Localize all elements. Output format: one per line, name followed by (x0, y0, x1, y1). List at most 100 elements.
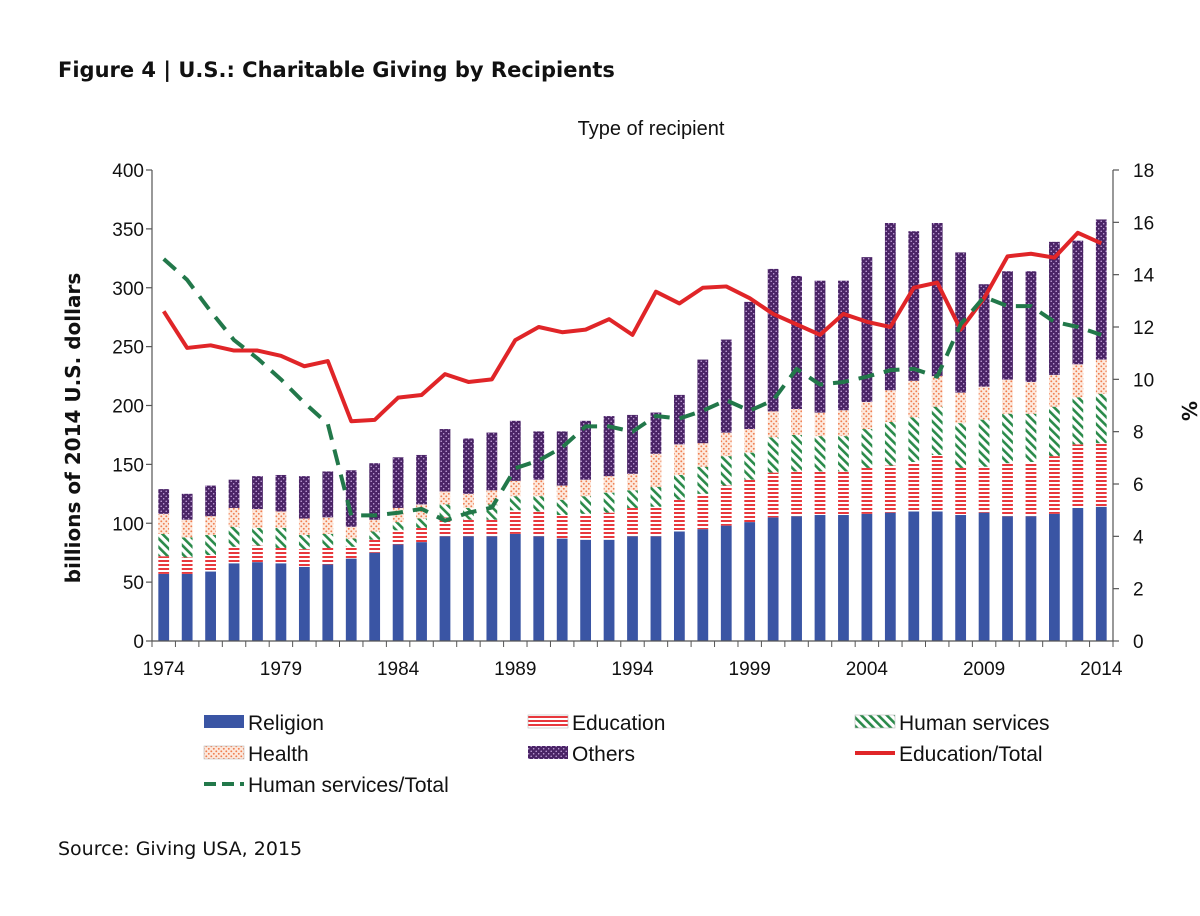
bar-religion-1995 (650, 536, 662, 641)
bar-health-1998 (720, 432, 732, 457)
x-tick-label: 2004 (846, 659, 889, 680)
bar-others-1993 (603, 416, 615, 477)
bar-human-services-1974 (158, 533, 170, 557)
bar-others-1978 (252, 476, 263, 510)
bar-education-2012 (1049, 456, 1060, 514)
bar-religion-2000 (767, 517, 779, 641)
y2-tick-label: 12 (1133, 318, 1154, 339)
bar-religion-1981 (322, 564, 334, 641)
bar-health-1999 (744, 429, 756, 453)
bar-religion-2007 (931, 511, 943, 641)
bar-education-1998 (720, 485, 732, 526)
bar-education-1990 (533, 511, 545, 537)
bar-human-services-1977 (228, 526, 240, 547)
figure-title: Figure 4 | U.S.: Charitable Giving by Re… (58, 58, 615, 82)
legend-swatch (203, 745, 245, 760)
bar-human-services-1983 (369, 531, 381, 540)
bar-others-1982 (345, 470, 357, 527)
x-tick-label: 1994 (611, 659, 654, 680)
bar-others-1988 (486, 432, 498, 491)
bar-religion-1996 (673, 531, 685, 641)
y-tick-label: 200 (112, 397, 144, 418)
bar-human-services-2008 (955, 423, 967, 468)
bar-health-1992 (580, 479, 592, 497)
bar-education-2000 (767, 472, 779, 518)
bar-human-services-2012 (1049, 406, 1060, 457)
bar-others-1977 (228, 479, 240, 508)
bar-human-services-1986 (439, 504, 451, 518)
source-note: Source: Giving USA, 2015 (58, 838, 303, 860)
legend-label: Education/Total (899, 743, 1043, 766)
y2-tick-label: 0 (1133, 632, 1144, 653)
bar-education-2006 (908, 462, 920, 512)
y-axis-label: billions of 2014 U.S. dollars (61, 273, 85, 583)
bar-education-1985 (416, 527, 427, 543)
bar-health-2007 (931, 376, 943, 407)
y2-tick-label: 6 (1133, 475, 1144, 496)
y2-tick-label: 18 (1133, 161, 1154, 182)
bar-religion-1977 (228, 563, 240, 641)
bar-education-1976 (205, 555, 216, 572)
bar-others-2011 (1025, 271, 1037, 382)
bar-education-2007 (931, 454, 943, 512)
bar-education-1982 (345, 546, 357, 559)
legend-label: Health (248, 743, 309, 766)
bar-education-1988 (486, 519, 498, 537)
bar-education-2005 (884, 465, 896, 513)
bar-education-1996 (673, 499, 685, 532)
bar-health-1977 (228, 507, 240, 527)
y-tick-label: 100 (112, 514, 144, 535)
legend-label: Human services/Total (248, 774, 449, 797)
bar-human-services-1998 (720, 456, 732, 486)
bar-others-2000 (767, 268, 779, 412)
bar-education-1981 (322, 547, 334, 565)
chart-title: Type of recipient (578, 118, 725, 140)
bar-religion-2011 (1025, 516, 1037, 641)
bar-health-1982 (345, 526, 357, 539)
bar-religion-1983 (369, 552, 381, 641)
bar-religion-1989 (509, 533, 521, 641)
bar-others-1976 (205, 485, 216, 517)
bar-health-1991 (556, 485, 568, 500)
bar-others-1984 (392, 457, 404, 508)
bar-education-1999 (744, 479, 756, 523)
bar-human-services-1975 (181, 537, 193, 558)
legend-item-health: Health (203, 743, 309, 766)
bar-others-2003 (838, 280, 849, 411)
x-tick-label: 1979 (260, 659, 302, 680)
bar-religion-2003 (838, 515, 849, 641)
bar-education-1980 (298, 549, 310, 567)
x-tick-label: 2014 (1080, 659, 1123, 680)
bar-health-1974 (158, 513, 170, 534)
bar-education-1992 (580, 513, 592, 540)
bar-others-1999 (744, 301, 756, 430)
bar-education-2004 (861, 467, 873, 514)
bar-education-1994 (627, 507, 638, 537)
bar-others-1990 (533, 431, 545, 480)
bar-human-services-2013 (1072, 397, 1084, 445)
y-tick-label: 300 (112, 279, 144, 300)
y2-tick-label: 8 (1133, 423, 1144, 444)
bar-education-1984 (392, 530, 404, 545)
y2-tick-label: 10 (1133, 370, 1154, 391)
bar-health-1989 (509, 480, 521, 497)
bar-others-1987 (463, 438, 474, 494)
bar-others-1996 (673, 394, 685, 445)
bar-human-services-2002 (814, 436, 826, 472)
bar-education-1983 (369, 539, 381, 553)
bar-health-1986 (439, 491, 451, 505)
bar-health-2013 (1072, 364, 1084, 398)
bar-human-services-1994 (627, 490, 638, 508)
bar-human-services-1976 (205, 535, 216, 556)
bar-religion-1979 (275, 563, 287, 641)
bar-religion-1975 (181, 573, 193, 641)
y-tick-label: 50 (123, 573, 144, 594)
bar-human-services-1984 (392, 522, 404, 531)
bar-religion-1988 (486, 536, 498, 641)
y2-tick-label: 16 (1133, 213, 1154, 234)
bar-human-services-1996 (673, 474, 685, 500)
bar-others-2010 (1002, 271, 1013, 380)
x-tick-label: 2009 (963, 659, 1005, 680)
bar-human-services-2001 (791, 434, 802, 472)
